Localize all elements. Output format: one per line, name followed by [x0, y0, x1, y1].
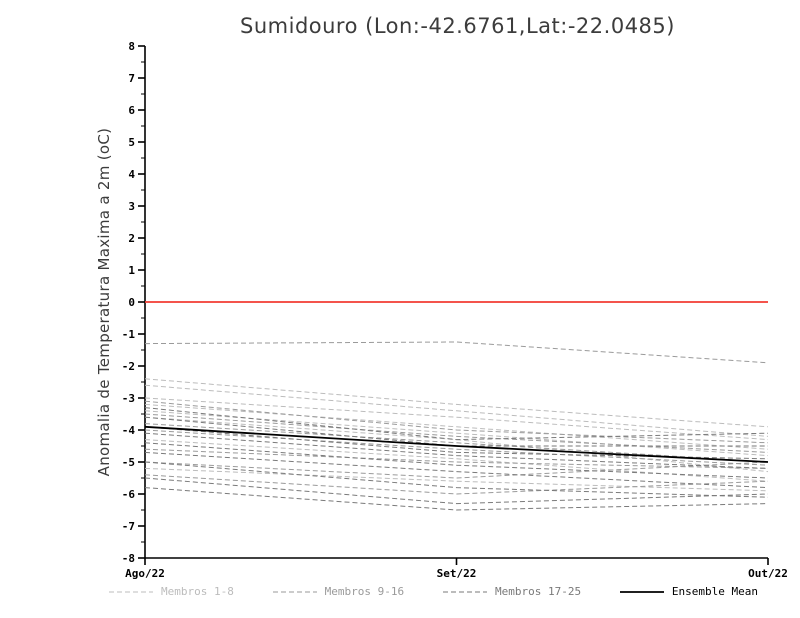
svg-text:7: 7: [128, 72, 135, 85]
svg-text:Set/22: Set/22: [437, 567, 477, 580]
legend-item: Membros 9-16: [272, 585, 404, 598]
legend-label: Ensemble Mean: [671, 585, 758, 598]
svg-text:-5: -5: [122, 456, 135, 469]
svg-text:Ago/22: Ago/22: [125, 567, 165, 580]
svg-text:-7: -7: [122, 520, 135, 533]
legend-line-sample: [442, 591, 487, 592]
legend-label: Membros 17-25: [494, 585, 582, 598]
svg-text:8: 8: [128, 40, 135, 53]
svg-text:1: 1: [128, 264, 135, 277]
legend-label: Membros 9-16: [324, 585, 405, 598]
legend-item: Membros 1-8: [108, 585, 234, 598]
legend-line-sample: [619, 590, 664, 593]
svg-text:-4: -4: [122, 424, 136, 437]
svg-text:-2: -2: [122, 360, 135, 373]
svg-text:5: 5: [128, 136, 135, 149]
legend-item: Membros 17-25: [442, 585, 581, 598]
svg-text:4: 4: [128, 168, 135, 181]
legend-label: Membros 1-8: [161, 585, 234, 598]
legend: Membros 1-8 Membros 9-16 Membros 17-25 Ense…: [108, 585, 758, 598]
svg-text:-1: -1: [122, 328, 136, 341]
legend-item: Ensemble Mean: [619, 585, 758, 598]
svg-text:-6: -6: [122, 488, 136, 501]
legend-line-sample: [109, 591, 153, 592]
legend-line-sample: [272, 591, 317, 592]
svg-text:-3: -3: [122, 392, 135, 405]
svg-text:2: 2: [128, 232, 135, 245]
svg-text:6: 6: [128, 104, 135, 117]
chart-title: Sumidouro (Lon:-42.6761,Lat:-22.0485): [240, 14, 675, 38]
plot-svg: -8 -7 -6 -5 -4 -3 -2 -1 0 1 2 3 4 5 6 7 8 Ago/22 Set/22 Out…: [122, 40, 788, 580]
svg-text:3: 3: [128, 200, 135, 213]
svg-text:-8: -8: [122, 552, 135, 565]
svg-text:0: 0: [128, 296, 135, 309]
svg-text:Out/22: Out/22: [748, 567, 788, 580]
